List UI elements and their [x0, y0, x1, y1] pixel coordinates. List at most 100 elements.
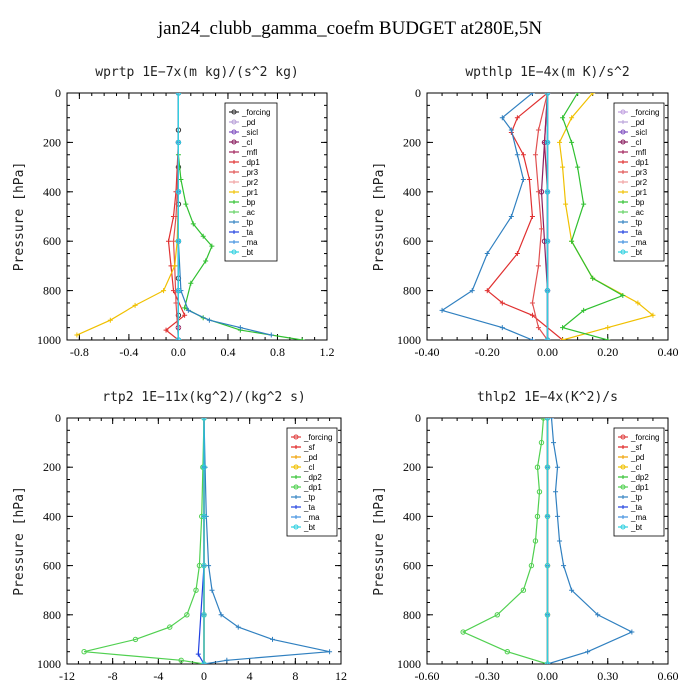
series-line-tp: [440, 93, 533, 340]
legend-marker: [293, 464, 299, 470]
legend-marker: [293, 524, 299, 530]
legend-marker: [294, 515, 298, 519]
legend-marker: [294, 445, 298, 449]
panel-2: wpthlp 1E−4x(m K)/s^2 Pressure [hPa] 0 200 4…: [372, 65, 679, 359]
legend-marker: [621, 515, 625, 519]
legend-label: _pd: [241, 118, 255, 127]
y-tick-label: 600: [403, 559, 421, 573]
legend-marker: [621, 495, 625, 499]
panel-title: wprtp 1E−7x(m kg)/(s^2 kg): [95, 65, 299, 80]
legend-marker: [621, 505, 625, 509]
legend-label: _forcing: [630, 433, 659, 442]
legend-marker: [232, 190, 236, 194]
legend-marker: [621, 230, 625, 234]
data-point-pr1: [605, 325, 611, 331]
y-tick-label: 400: [43, 509, 61, 523]
x-tick-label: -4: [153, 669, 163, 683]
data-point-bp: [560, 115, 566, 121]
legend-label: _sicl: [241, 128, 258, 137]
legend-label: _dp1: [630, 158, 649, 167]
data-point-dp1: [193, 587, 199, 593]
legend-label: _tp: [241, 218, 254, 227]
legend-label: _dp1: [303, 483, 322, 492]
legend-label: _pd: [303, 453, 317, 462]
legend-label: _pr1: [241, 188, 259, 197]
y-axis-label: Pressure [hPa]: [12, 162, 27, 272]
data-point-bt: [544, 513, 551, 520]
x-tick-label: -0.30: [475, 669, 500, 683]
legend-label: _bp: [630, 198, 645, 207]
legend-label: _pd: [630, 118, 644, 127]
data-point-tp: [237, 325, 243, 331]
data-point-bt: [201, 612, 207, 618]
data-point-bt: [201, 464, 207, 470]
legend-label: _forcing: [241, 108, 270, 117]
legend-label: _sf: [630, 443, 642, 452]
data-point-bt: [201, 418, 207, 421]
data-point-dp1: [536, 489, 543, 495]
legend-label: _ma: [303, 513, 320, 522]
legend-label: _forcing: [303, 433, 332, 442]
y-tick-label: 400: [403, 509, 421, 523]
data-point-bt: [544, 612, 551, 618]
x-tick-label: 0.00: [537, 669, 558, 683]
x-tick-label: 0.60: [658, 669, 679, 683]
y-tick-label: 800: [43, 608, 61, 622]
data-point-dp1: [534, 513, 541, 520]
series-group: [439, 93, 656, 340]
legend-label: _tp: [630, 218, 643, 227]
legend-marker: [620, 249, 626, 255]
data-point-dp1: [529, 312, 535, 318]
data-point-pr1: [172, 263, 178, 269]
x-tick-label: -0.4: [119, 345, 138, 359]
data-point-bt: [544, 418, 551, 421]
y-axis-label: Pressure [hPa]: [12, 486, 27, 596]
data-point-bp: [575, 164, 581, 170]
data-point-bp: [569, 238, 575, 244]
data-point-dp1: [184, 612, 190, 618]
x-tick-label: -0.40: [415, 345, 440, 359]
x-tick-label: 8: [292, 669, 298, 683]
data-point-bt: [175, 93, 182, 96]
legend-label: _sf: [303, 443, 315, 452]
y-tick-label: 200: [43, 135, 61, 149]
data-point-tp: [514, 152, 520, 158]
series-line-pr1: [76, 93, 179, 336]
data-point-pr1: [560, 164, 566, 170]
y-tick-label: 400: [43, 185, 61, 199]
data-point-bt: [175, 238, 182, 244]
y-tick-label: 0: [415, 411, 421, 425]
data-point-dp1: [494, 612, 500, 618]
data-point-tp: [270, 636, 275, 642]
data-point-tp: [469, 288, 475, 294]
data-point-bt: [201, 562, 207, 569]
data-point-tp: [553, 489, 559, 495]
legend-marker: [232, 220, 236, 224]
legend-label: _cl: [630, 138, 641, 147]
legend-marker: [621, 200, 625, 204]
x-tick-label: -0.8: [70, 345, 89, 359]
data-point-tp: [585, 649, 591, 655]
legend-label: _ma: [630, 513, 647, 522]
legend-label: _ma: [241, 238, 258, 247]
data-point-tp: [508, 127, 514, 133]
legend-label: _bt: [630, 248, 643, 257]
legend-label: _cl: [630, 463, 641, 472]
data-point-pr3: [535, 127, 541, 133]
data-point-tp: [235, 624, 241, 630]
data-point-tp: [499, 115, 505, 121]
data-point-dp1: [538, 439, 545, 446]
data-point-pr1: [132, 302, 138, 308]
legend-label: _dp2: [630, 473, 649, 482]
legend-marker: [620, 139, 626, 145]
legend-marker: [620, 464, 626, 470]
x-tick-label: 0.4: [220, 345, 235, 359]
data-point-bt: [544, 337, 551, 340]
data-point-pr1: [161, 288, 167, 294]
data-point-tp: [185, 307, 191, 313]
data-point-dp1: [520, 587, 527, 593]
legend-label: _pd: [630, 453, 644, 462]
series-line-tp: [547, 418, 634, 664]
data-point-tp: [327, 649, 333, 655]
